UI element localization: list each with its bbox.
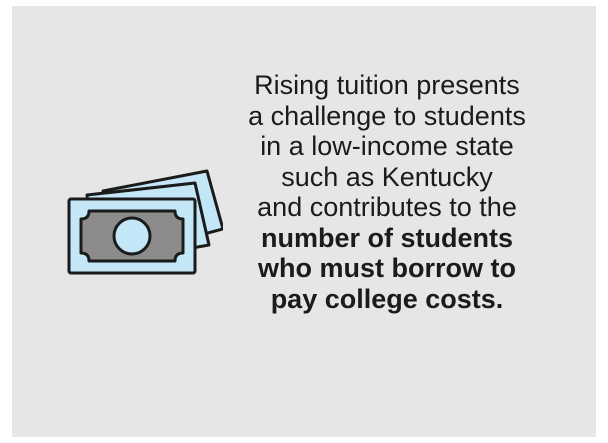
infographic-panel: Rising tuition presents a challenge to s… <box>12 6 596 437</box>
bill-center-circle <box>112 216 152 256</box>
message-line-1: Rising tuition presents <box>254 70 520 100</box>
money-bills-icon <box>67 169 223 275</box>
message-line-4: such as Kentucky <box>281 161 493 192</box>
message-line-3: in a low-income state <box>260 131 514 161</box>
tuition-message: Rising tuition presents a challenge to s… <box>192 70 582 314</box>
message-line-6: number of students <box>260 222 513 253</box>
message-line-8: pay college costs. <box>270 283 504 314</box>
message-line-5: and contributes to the <box>257 192 517 222</box>
message-line-7: who must borrow to <box>258 253 516 283</box>
message-line-2: a challenge to students <box>248 100 526 131</box>
